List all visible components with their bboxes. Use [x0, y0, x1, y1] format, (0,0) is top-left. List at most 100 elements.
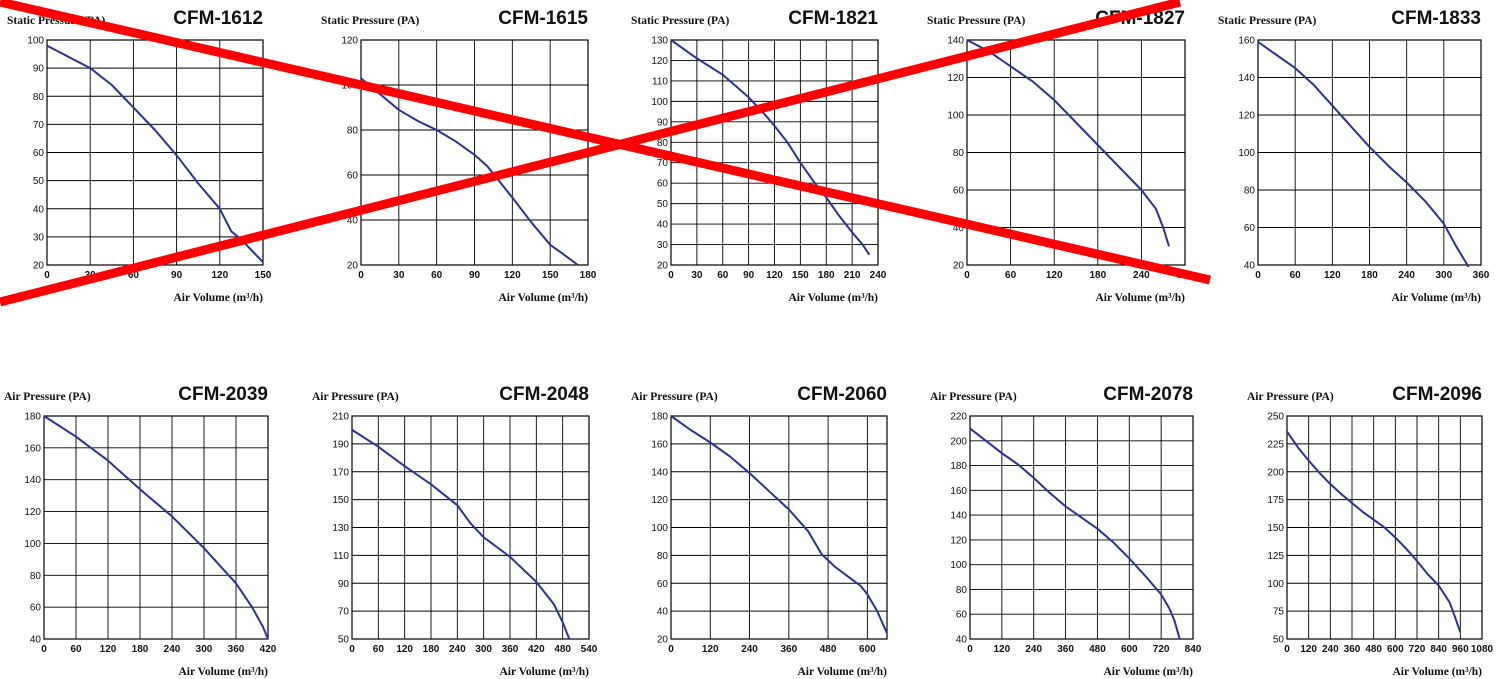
x-tick-label: 360 [1057, 644, 1074, 655]
y-axis-label: Air Pressure (PA) [1247, 391, 1334, 403]
chart-2: 20 30 40 50 60 70 80 90 100 110 120 130 0 30 60 90 120 15… [631, 8, 887, 304]
x-tick-label: 60 [1290, 270, 1302, 281]
x-tick-label: 960 [1452, 644, 1469, 655]
x-tick-label: 180 [132, 644, 149, 655]
x-tick-label: 120 [766, 270, 783, 281]
x-tick-label: 0 [1255, 270, 1261, 281]
y-tick-label: 30 [33, 232, 45, 243]
x-tick-label: 90 [171, 270, 183, 281]
x-tick-label: 300 [1435, 270, 1452, 281]
y-axis-label: Static Pressure (PA) [321, 15, 420, 27]
x-tick-label: 420 [260, 644, 277, 655]
y-tick-label: 60 [33, 148, 45, 159]
x-tick-label: 120 [1300, 644, 1317, 655]
x-axis-label: Air Volume (m³/h) [1393, 666, 1483, 678]
performance-curve [966, 39, 1170, 247]
y-tick-label: 80 [657, 138, 669, 149]
x-tick-label: 180 [580, 270, 597, 281]
y-tick-label: 60 [30, 603, 42, 614]
y-tick-label: 170 [332, 467, 349, 478]
y-tick-label: 80 [1244, 186, 1256, 197]
x-tick-label: 300 [475, 644, 492, 655]
y-tick-label: 140 [24, 475, 41, 486]
y-tick-label: 80 [33, 92, 45, 103]
x-tick-label: 60 [717, 270, 729, 281]
performance-curve [360, 77, 579, 266]
y-axis-label: Air Pressure (PA) [4, 391, 91, 403]
y-axis-label: Static Pressure (PA) [927, 15, 1026, 27]
x-tick-label: 180 [423, 644, 440, 655]
y-tick-label: 250 [1267, 412, 1284, 423]
y-tick-label: 20 [33, 261, 45, 272]
y-tick-label: 120 [341, 36, 358, 47]
x-tick-label: 720 [1409, 644, 1426, 655]
x-tick-label: 840 [1430, 644, 1447, 655]
y-tick-label: 150 [332, 495, 349, 506]
x-tick-label: 720 [1153, 644, 1170, 655]
x-tick-label: 150 [255, 270, 272, 281]
x-tick-label: 240 [1025, 644, 1042, 655]
y-tick-label: 140 [950, 511, 967, 522]
x-tick-label: 60 [70, 644, 82, 655]
y-tick-label: 120 [947, 73, 964, 84]
y-axis-label: Air Pressure (PA) [312, 391, 399, 403]
x-tick-label: 120 [211, 270, 228, 281]
performance-curve [670, 415, 888, 634]
y-tick-label: 100 [1267, 579, 1284, 590]
x-tick-label: 0 [349, 644, 355, 655]
y-tick-label: 90 [657, 117, 669, 128]
y-tick-label: 40 [956, 635, 968, 646]
performance-curve [670, 39, 871, 256]
y-tick-label: 80 [30, 571, 42, 582]
y-tick-label: 110 [333, 551, 349, 562]
y-tick-label: 125 [1267, 551, 1284, 562]
y-tick-label: 120 [24, 507, 41, 518]
y-tick-label: 110 [652, 76, 668, 87]
x-tick-label: 420 [528, 644, 545, 655]
y-tick-label: 100 [651, 97, 668, 108]
y-tick-label: 40 [657, 607, 669, 618]
x-axis-label: Air Volume (m³/h) [789, 292, 879, 304]
y-axis-label: Static Pressure (PA) [1218, 15, 1317, 27]
x-axis-label: Air Volume (m³/h) [1104, 666, 1194, 678]
y-tick-label: 150 [1267, 523, 1284, 534]
x-tick-label: 120 [994, 644, 1011, 655]
x-tick-label: 240 [1398, 270, 1415, 281]
y-tick-label: 140 [947, 36, 964, 47]
chart-title: CFM-2048 [499, 384, 589, 405]
chart-5: 40 60 80 100 120 140 160 180 0 60 120 180 240 300 360 4… [4, 384, 277, 678]
y-tick-label: 100 [1238, 148, 1255, 159]
y-tick-label: 100 [651, 523, 668, 534]
x-axis-label: Air Volume (m³/h) [1096, 292, 1186, 304]
y-tick-label: 160 [651, 439, 668, 450]
y-tick-label: 20 [347, 261, 359, 272]
y-tick-label: 50 [1273, 635, 1285, 646]
chart-title: CFM-2039 [178, 384, 268, 405]
x-tick-label: 60 [1005, 270, 1017, 281]
x-tick-label: 180 [1089, 270, 1106, 281]
x-tick-label: 300 [196, 644, 213, 655]
performance-curve [969, 427, 1181, 640]
x-tick-label: 30 [393, 270, 405, 281]
y-tick-label: 60 [956, 610, 968, 621]
x-tick-label: 360 [502, 644, 519, 655]
x-tick-label: 120 [1324, 270, 1341, 281]
y-tick-label: 130 [651, 36, 668, 47]
y-tick-label: 160 [24, 443, 41, 454]
x-tick-label: 120 [396, 644, 413, 655]
y-tick-label: 120 [1238, 111, 1255, 122]
x-tick-label: 600 [1121, 644, 1138, 655]
x-tick-label: 480 [1365, 644, 1382, 655]
x-tick-label: 60 [128, 270, 140, 281]
y-tick-label: 160 [1238, 36, 1255, 47]
x-tick-label: 90 [469, 270, 481, 281]
y-tick-label: 80 [953, 148, 965, 159]
chart-title: CFM-2078 [1103, 384, 1193, 405]
x-tick-label: 240 [870, 270, 887, 281]
y-tick-label: 50 [657, 199, 669, 210]
chart-title: CFM-1833 [1391, 8, 1481, 29]
y-tick-label: 200 [950, 436, 967, 447]
x-tick-label: 150 [792, 270, 809, 281]
y-tick-label: 180 [651, 412, 668, 423]
x-axis-label: Air Volume (m³/h) [798, 666, 888, 678]
